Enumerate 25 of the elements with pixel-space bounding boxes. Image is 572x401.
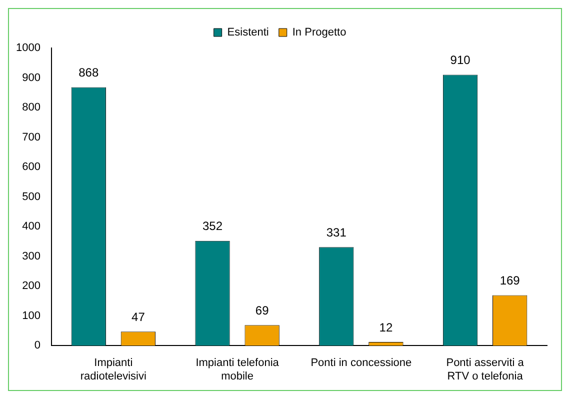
y-tick-label: 900 [22, 72, 40, 84]
x-tick-label: Ponti in concessione [310, 357, 412, 370]
legend-label: Esistenti [227, 26, 269, 39]
x-tick-label: Impianti telefonia mobile [196, 357, 280, 382]
y-tick-label: 100 [22, 310, 40, 322]
y-tick-label: 0 [34, 340, 40, 352]
y-tick-label: 300 [22, 250, 40, 262]
y-tick-label: 200 [22, 280, 40, 292]
y-tick-label: 600 [22, 161, 40, 174]
y-tick-label: 400 [22, 220, 40, 233]
data-label: 868 [78, 66, 99, 80]
x-tick-label: Impianti radiotelevisivi [80, 357, 146, 382]
data-label: 331 [326, 225, 347, 240]
legend-label: In Progetto [292, 26, 346, 39]
data-label: 69 [255, 303, 270, 318]
data-label: 910 [450, 53, 471, 68]
data-label: 352 [202, 219, 223, 234]
data-label: 47 [132, 310, 146, 324]
y-tick-label: 700 [22, 131, 40, 144]
y-tick-label: 800 [22, 102, 40, 114]
x-tick-label: Ponti asserviti a RTV o telefonia [446, 357, 525, 382]
y-tick-label: 1000 [16, 42, 40, 54]
y-tick-label: 500 [22, 190, 40, 203]
data-label: 12 [379, 320, 393, 334]
data-label: 169 [500, 274, 520, 288]
